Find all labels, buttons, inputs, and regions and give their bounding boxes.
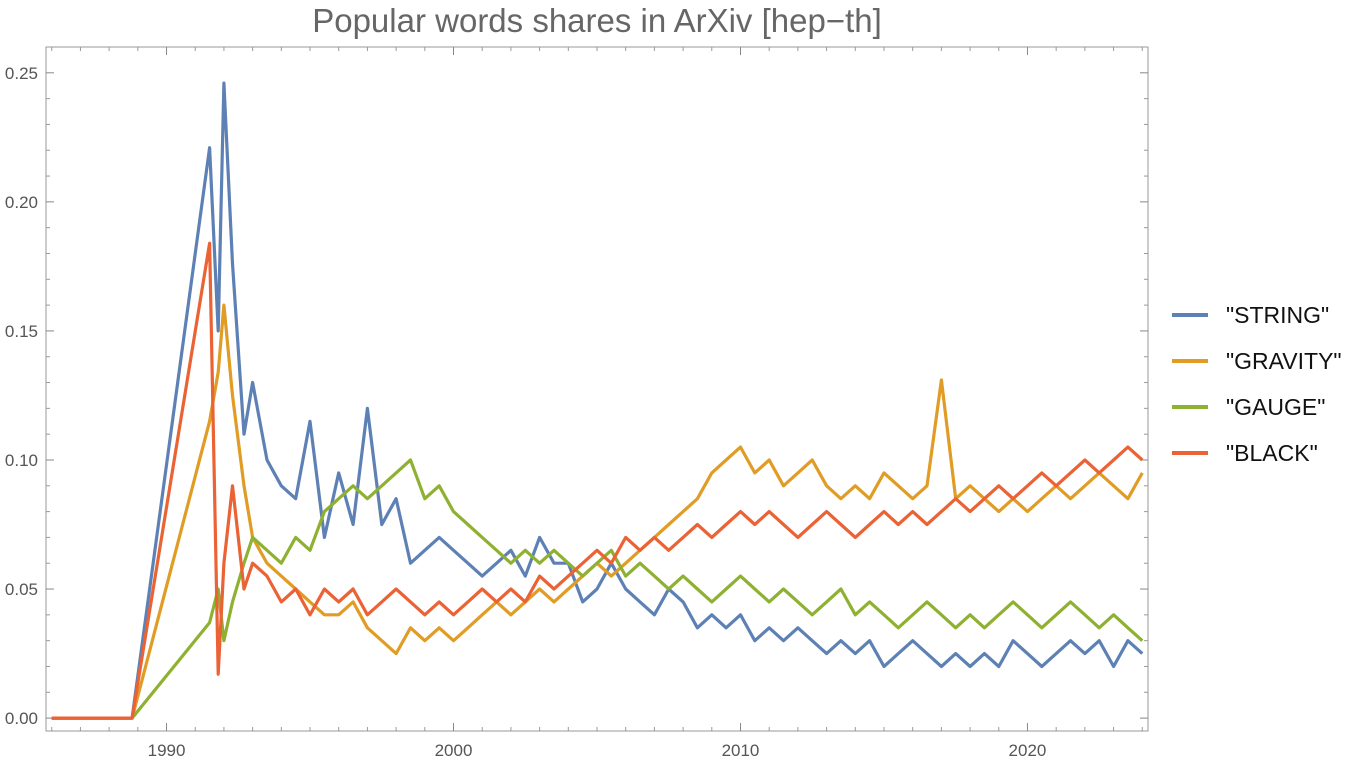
y-tick-label: 0.15: [5, 322, 38, 341]
legend: "STRING" "GRAVITY" "GAUGE" "BLACK": [1172, 292, 1342, 476]
y-tick-label: 0.25: [5, 64, 38, 83]
legend-item-2: "GAUGE": [1172, 384, 1342, 430]
legend-swatch: [1172, 359, 1208, 363]
x-tick-label: 1990: [148, 741, 186, 760]
x-tick-label: 2010: [722, 741, 760, 760]
y-tick-label: 0.20: [5, 193, 38, 212]
legend-label: "GAUGE": [1226, 393, 1326, 420]
legend-swatch: [1172, 451, 1208, 455]
legend-item-3: "BLACK": [1172, 430, 1342, 476]
legend-item-1: "GRAVITY": [1172, 338, 1342, 384]
y-tick-label: 0.10: [5, 451, 38, 470]
chart-title: Popular words shares in ArXiv [hep−th]: [312, 2, 882, 39]
series-line-3: [51, 241, 1144, 720]
legend-swatch: [1172, 313, 1208, 317]
x-tick-label: 2000: [435, 741, 473, 760]
legend-label: "GRAVITY": [1226, 347, 1342, 374]
series-line-2: [51, 458, 1144, 720]
legend-label: "BLACK": [1226, 439, 1318, 466]
legend-label: "STRING": [1226, 301, 1330, 328]
y-tick-label: 0.00: [5, 709, 38, 728]
axis-ticks: 1990 2000 2010 2020 0.00 0.05 0.10 0.15 0.20 0.25: [5, 46, 1148, 760]
y-tick-label: 0.05: [5, 580, 38, 599]
legend-swatch: [1172, 405, 1208, 409]
x-tick-label: 2020: [1009, 741, 1047, 760]
series-lines: [51, 81, 1144, 720]
series-line-0: [51, 81, 1144, 720]
legend-item-0: "STRING": [1172, 292, 1342, 338]
